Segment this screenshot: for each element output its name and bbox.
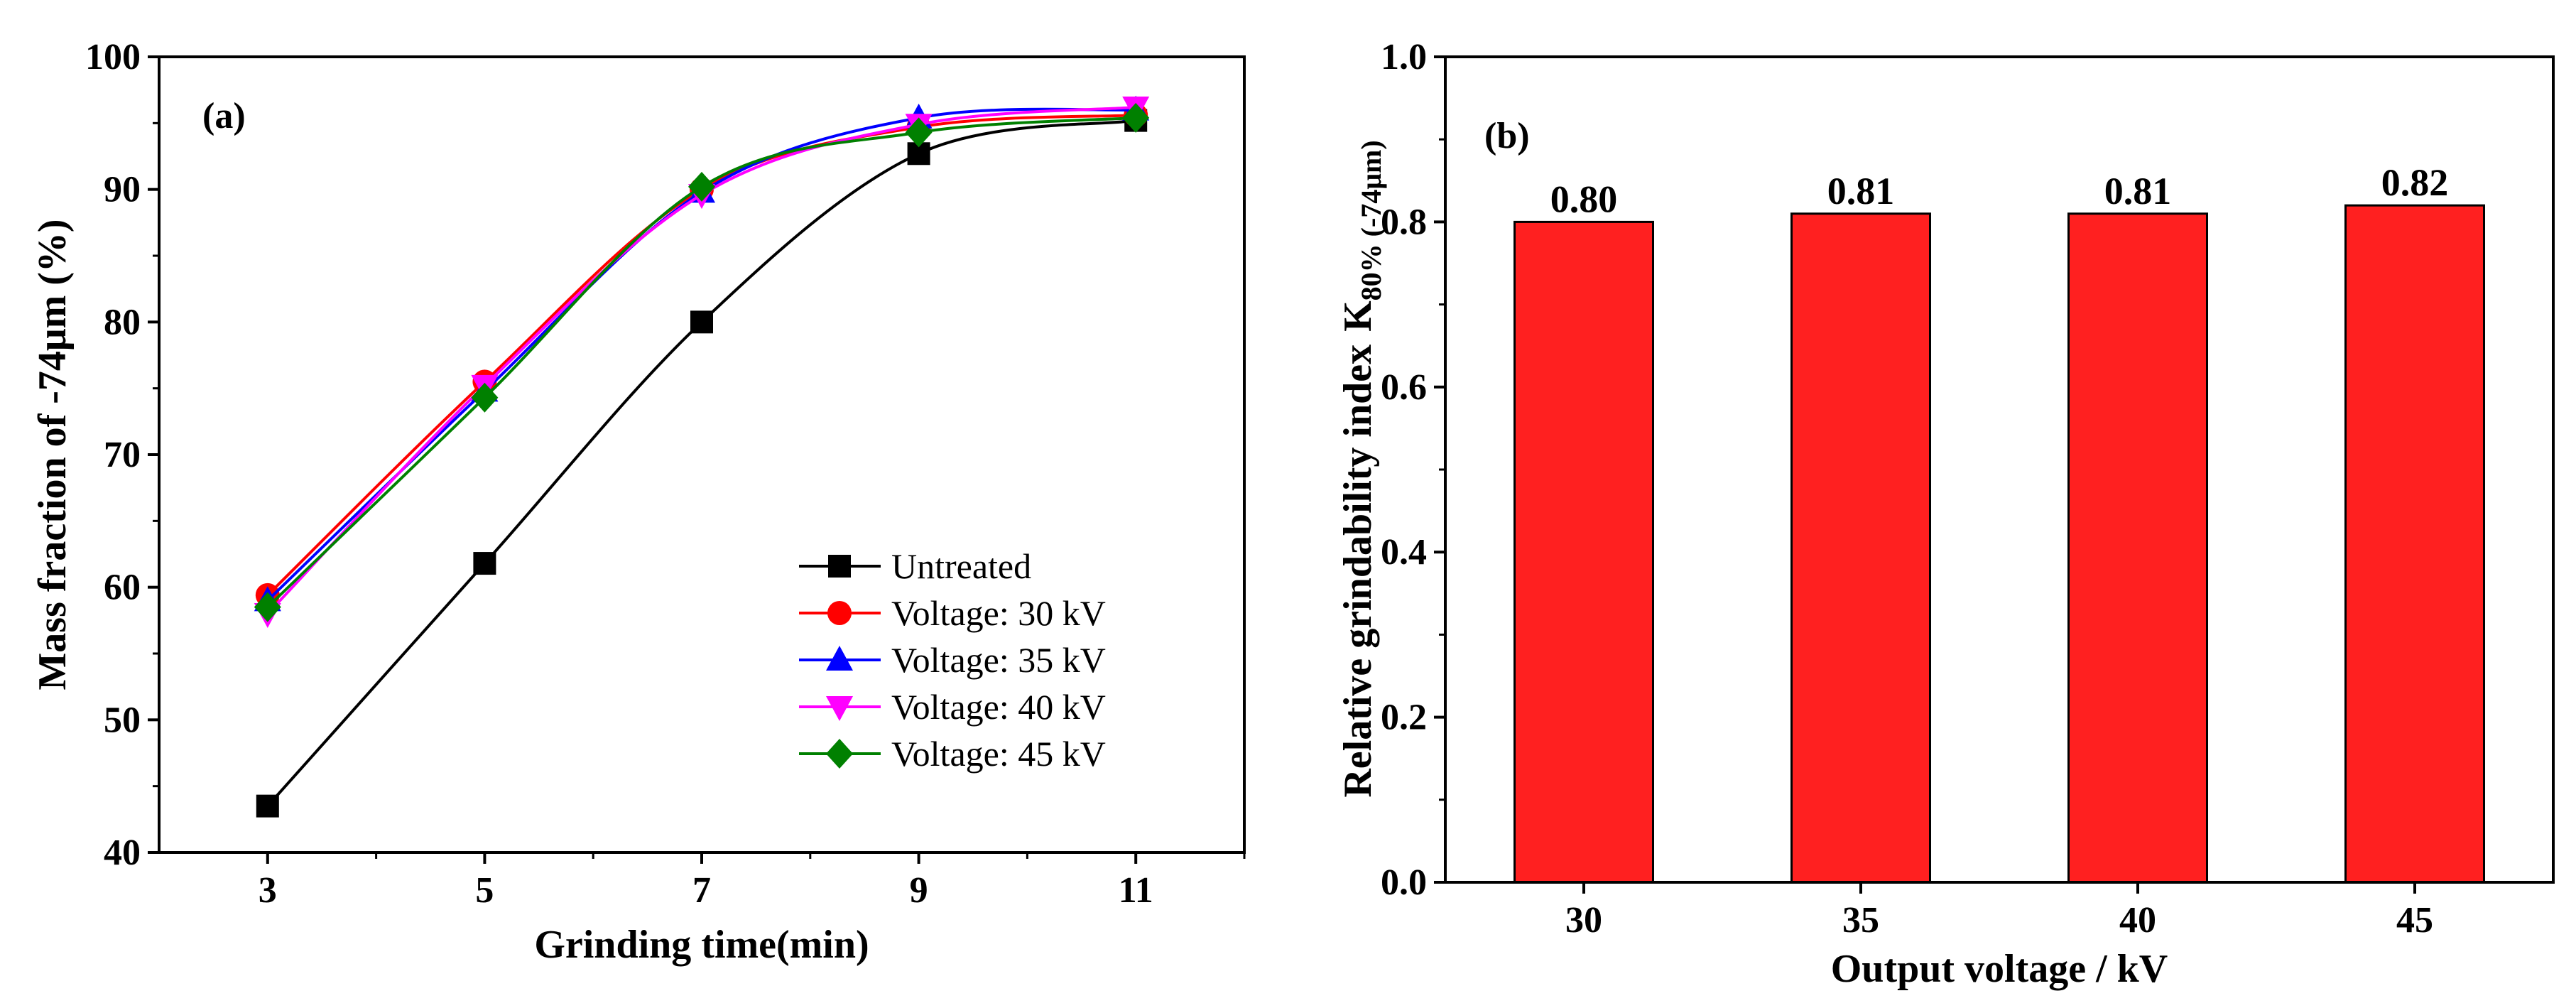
y-tick-label: 90 [104, 170, 141, 210]
data-point [256, 794, 279, 818]
x-tick-label: 45 [2396, 900, 2433, 941]
x-tick-label: 9 [910, 870, 928, 911]
y-tick-label: 0.4 [1381, 532, 1427, 573]
y-tick-label: 50 [104, 700, 141, 740]
axis-ticks: 0.0 0.2 0.4 0.6 0.8 1.0 30 35 40 45 [1381, 37, 2433, 941]
series-voltage-30-kv [255, 103, 1148, 607]
series-lines [254, 95, 1150, 818]
bars: 0.80 0.81 0.81 0.82 [1513, 161, 2485, 884]
y-tick-label: 0.2 [1381, 698, 1427, 738]
series-line [266, 114, 1136, 597]
legend-swatch-marker [828, 555, 851, 578]
bar [2344, 204, 2485, 884]
x-tick-label: 40 [2119, 900, 2156, 941]
panel-label: (a) [202, 96, 246, 136]
legend-label: Voltage: 35 kV [891, 640, 1106, 680]
y-axis-title-subscript: 80% (-74μm) [1355, 140, 1387, 300]
y-tick-label: 0.0 [1381, 862, 1427, 903]
series-untreated [256, 109, 1148, 818]
y-tick-label: 60 [104, 568, 141, 608]
legend-label: Voltage: 45 kV [891, 734, 1106, 774]
x-tick-label: 35 [1842, 900, 1879, 941]
bar [1513, 220, 1654, 884]
bar-value-label: 0.82 [2381, 161, 2449, 204]
y-axis-title: Relative grindability index K80% (-74μm) [1336, 140, 1387, 797]
legend-label: Voltage: 30 kV [891, 593, 1106, 633]
y-tick-label: 1.0 [1381, 37, 1427, 77]
series-line [266, 119, 1136, 808]
bar [2067, 212, 2208, 884]
bar-value-label: 0.81 [2104, 170, 2172, 212]
x-tick-label: 3 [259, 870, 277, 911]
y-tick-label: 40 [104, 833, 141, 873]
series-line [266, 105, 1136, 615]
panel-label: (b) [1484, 116, 1530, 156]
line-chart-panel: 40 50 60 70 80 90 100 3 5 7 9 11 (a) Grinding time(… [31, 37, 1246, 967]
bar-chart-panel: 0.80 0.81 0.81 0.82 0.0 0.2 0.4 0.6 0.8 1.0 30 35 4… [1336, 37, 2555, 991]
y-axis-title: Mass fraction of -74μm (%) [31, 219, 75, 690]
legend-label: Voltage: 40 kV [891, 687, 1106, 727]
data-point [690, 310, 713, 334]
x-axis-title: Grinding time(min) [534, 923, 869, 967]
legend-swatch-marker [827, 601, 852, 625]
x-axis-title: Output voltage / kV [1831, 947, 2168, 991]
legend-swatch-marker [826, 739, 853, 769]
series-line [266, 116, 1136, 609]
y-axis-title-text: Relative grindability index [1336, 345, 1380, 798]
y-tick-label: 0.6 [1381, 367, 1427, 408]
bar [1790, 212, 1931, 884]
data-point [473, 552, 496, 575]
x-tick-label: 7 [692, 870, 711, 911]
y-tick-label: 80 [104, 302, 141, 342]
y-tick-label: 0.8 [1381, 202, 1427, 242]
x-tick-label: 11 [1119, 870, 1153, 911]
legend-swatch-marker [826, 696, 853, 721]
legend-label: Untreated [891, 546, 1031, 586]
x-tick-label: 30 [1565, 900, 1602, 941]
legend-swatch-marker [826, 646, 853, 671]
axis-ticks: 40 50 60 70 80 90 100 3 5 7 9 11 [85, 37, 1246, 911]
legend: Untreated Voltage: 30 kV Voltage: 35 kV Vol… [799, 546, 1106, 774]
y-axis-title-symbol: K [1336, 300, 1380, 332]
bar-value-label: 0.80 [1550, 178, 1618, 220]
x-tick-label: 5 [475, 870, 494, 911]
y-tick-label: 100 [85, 37, 141, 77]
bar-value-label: 0.81 [1827, 170, 1895, 212]
series-voltage-45-kv [254, 102, 1150, 622]
y-tick-label: 70 [104, 435, 141, 475]
series-voltage-40-kv [254, 96, 1150, 628]
